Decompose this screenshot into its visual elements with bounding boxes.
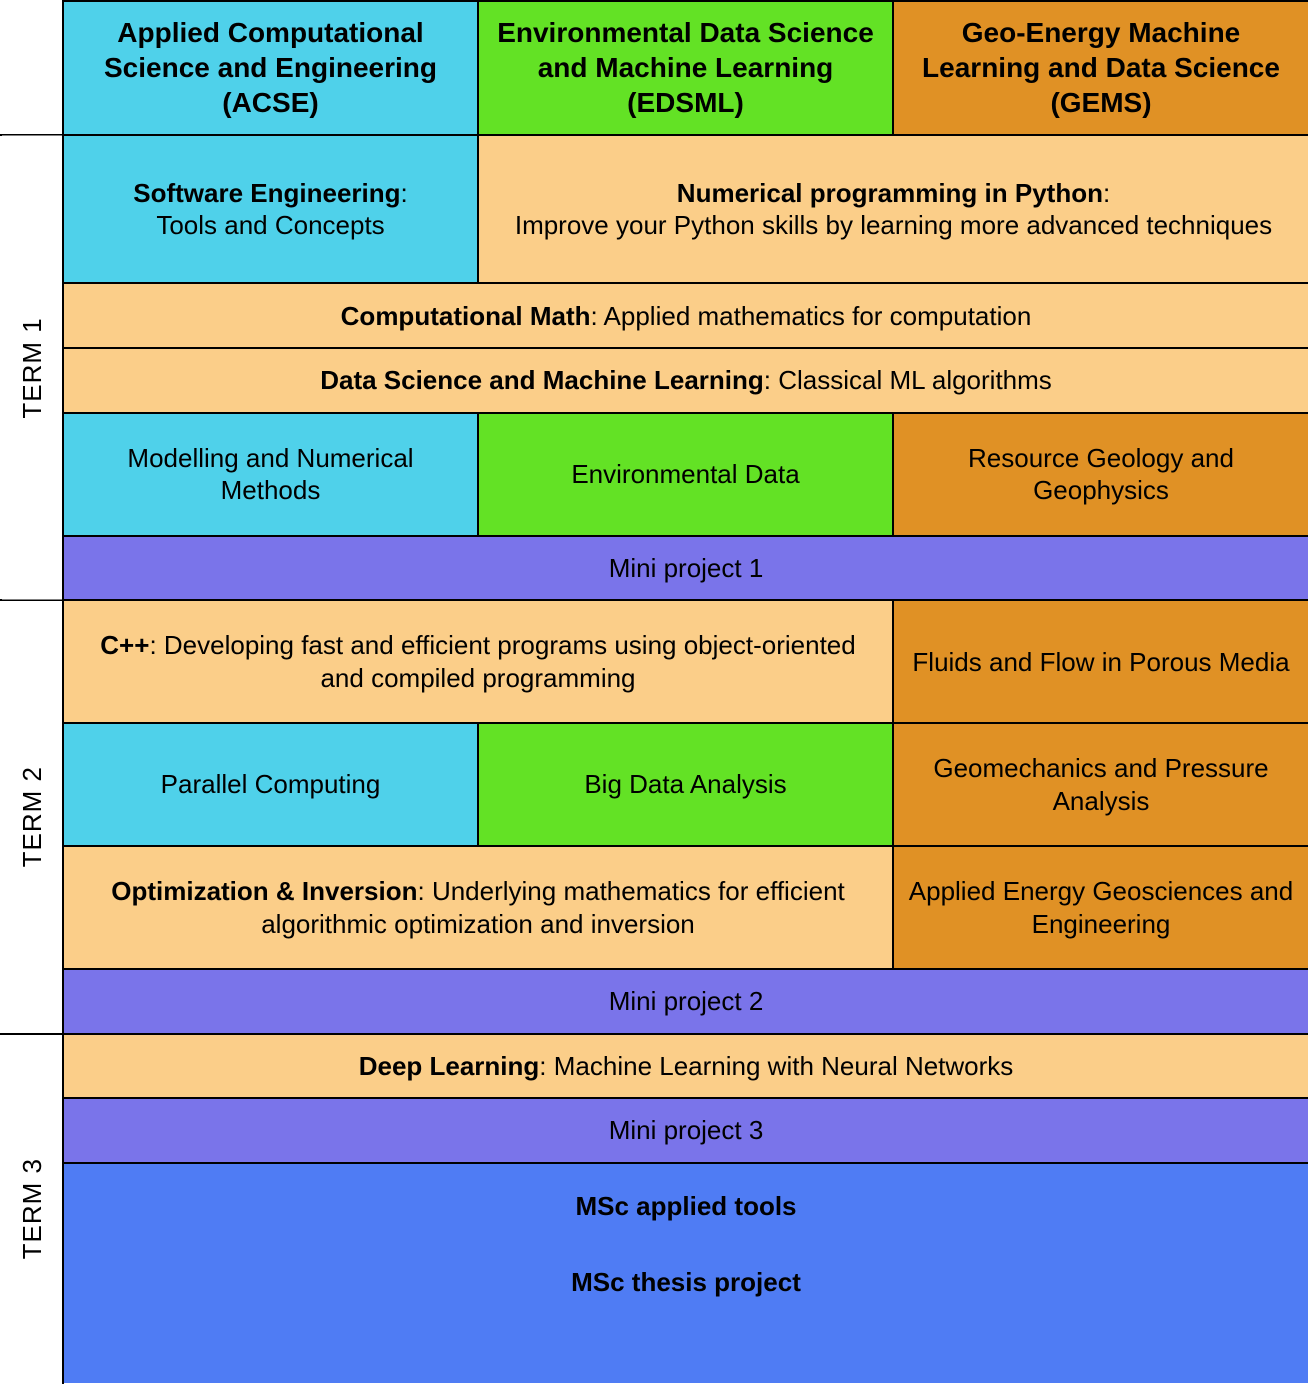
t3-applied-tools: MSc applied tools [63,1163,1308,1249]
t2-applied-energy: Applied Energy Geosciences and Engineeri… [893,846,1308,969]
t1-dsml: Data Science and Machine Learning: Class… [63,348,1308,413]
t2-geomech: Geomechanics and Pressure Analysis [893,723,1308,846]
t2-bigdata: Big Data Analysis [478,723,893,846]
t2-row4: Mini project 2 [1,969,1308,1034]
term1-label: TERM 1 [1,135,63,601]
t1-row2: Computational Math: Applied mathematics … [1,283,1308,348]
curriculum-table: Applied Computational Science and Engine… [0,0,1308,1384]
t2-optim: Optimization & Inversion: Underlying mat… [63,846,893,969]
header-gems: Geo-Energy Machine Learning and Data Sci… [893,1,1308,135]
t1-software-eng: Software Engineering: Tools and Concepts [63,135,478,284]
t2-row2: Parallel Computing Big Data Analysis Geo… [1,723,1308,846]
t3-row1: TERM 3 Deep Learning: Machine Learning w… [1,1034,1308,1099]
t1-comp-math: Computational Math: Applied mathematics … [63,283,1308,348]
t2-row1: TERM 2 C++: Developing fast and efficien… [1,600,1308,723]
t2-mini-project-2: Mini project 2 [63,969,1308,1034]
term3-label: TERM 3 [1,1034,63,1383]
t1-row4: Modelling and Numerical Methods Environm… [1,413,1308,536]
t3-mini-project-3: Mini project 3 [63,1098,1308,1163]
header-edsml: Environmental Data Science and Machine L… [478,1,893,135]
t3-thesis: MSc thesis project [63,1249,1308,1383]
t2-row3: Optimization & Inversion: Underlying mat… [1,846,1308,969]
corner-blank [1,1,63,135]
t2-parallel: Parallel Computing [63,723,478,846]
t3-row4: MSc thesis project [1,1249,1308,1383]
header-acse: Applied Computational Science and Engine… [63,1,478,135]
t1-row3: Data Science and Machine Learning: Class… [1,348,1308,413]
t2-cpp: C++: Developing fast and efficient progr… [63,600,893,723]
t1-mini-project-1: Mini project 1 [63,536,1308,601]
term2-label: TERM 2 [1,600,63,1033]
t1-env-data: Environmental Data [478,413,893,536]
t3-row3: MSc applied tools [1,1163,1308,1249]
t3-deep-learning: Deep Learning: Machine Learning with Neu… [63,1034,1308,1099]
t3-row2: Mini project 3 [1,1098,1308,1163]
t1-row1: TERM 1 Software Engineering: Tools and C… [1,135,1308,284]
t1-numerical-python: Numerical programming in Python: Improve… [478,135,1308,284]
t1-modelling: Modelling and Numerical Methods [63,413,478,536]
t1-resource-geo: Resource Geology and Geophysics [893,413,1308,536]
t1-row5: Mini project 1 [1,536,1308,601]
header-row: Applied Computational Science and Engine… [1,1,1308,135]
t2-fluids: Fluids and Flow in Porous Media [893,600,1308,723]
